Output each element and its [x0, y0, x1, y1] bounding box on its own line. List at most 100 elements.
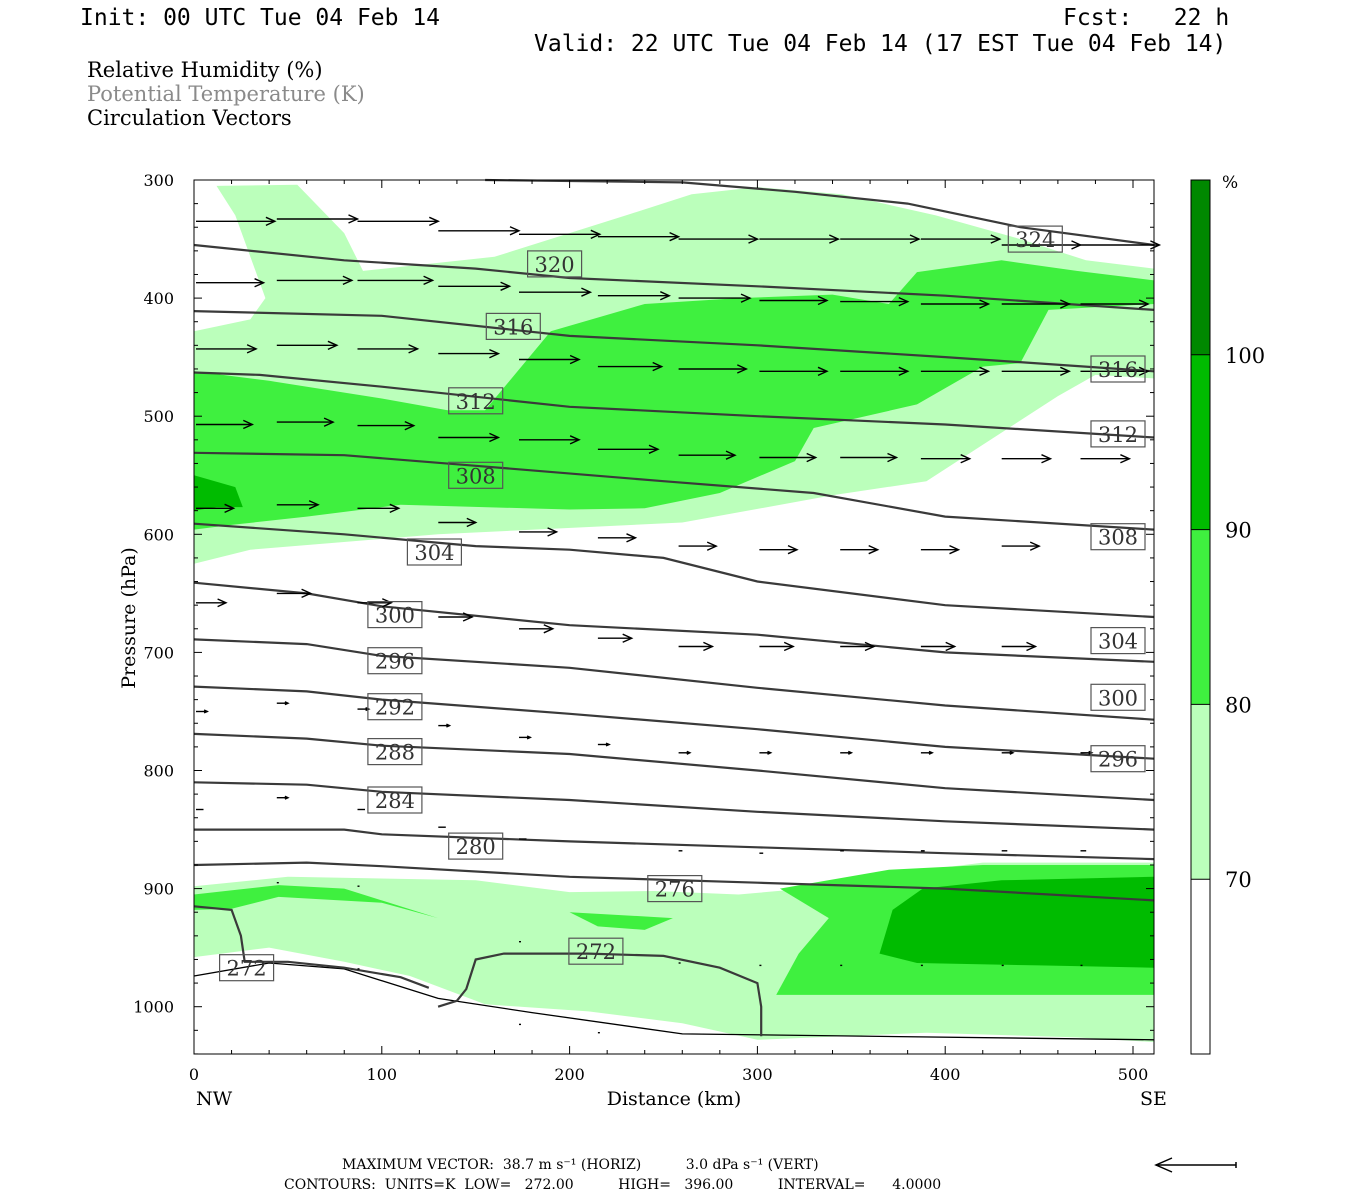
circulation-vector — [1080, 299, 1150, 309]
circulation-vector — [678, 293, 752, 303]
x-right-end-label: SE — [1140, 1088, 1167, 1110]
circulation-vector — [276, 275, 354, 286]
circulation-vector — [276, 340, 339, 351]
colorbar-segment — [1191, 354, 1210, 530]
x-tick-label: 500 — [1118, 1065, 1149, 1084]
colorbar-tick-label: 80 — [1225, 693, 1252, 717]
contour-label: 292 — [367, 693, 423, 721]
circulation-vector — [519, 735, 532, 740]
svg-text:312: 312 — [1098, 423, 1138, 447]
circulation-vector — [597, 361, 664, 372]
terrain-line — [193, 962, 1155, 1041]
circulation-vector — [196, 278, 266, 288]
circulation-vector — [438, 348, 501, 359]
contour-label: 304 — [1090, 626, 1146, 655]
x-axis-label: Distance (km) — [607, 1088, 742, 1110]
contour-label: 308 — [448, 461, 504, 489]
circulation-vector — [357, 503, 401, 514]
contour-label: 316 — [485, 312, 541, 340]
init-time: Init: 00 UTC Tue 04 Feb 14 — [80, 5, 441, 31]
circulation-vector — [1080, 750, 1094, 755]
circulation-vector — [920, 299, 991, 309]
vector-layer — [196, 214, 1162, 1034]
circulation-vector — [759, 750, 773, 755]
contour-label: 312 — [448, 387, 504, 415]
circulation-vector — [759, 234, 841, 244]
theta-contour-276 — [193, 861, 1155, 902]
circulation-vector — [840, 452, 899, 463]
svg-text:320: 320 — [535, 253, 575, 277]
colorbar: 70 80 90 100% — [1190, 173, 1265, 1055]
x-tick-label: 0 — [189, 1065, 199, 1084]
y-tick-label: 400 — [143, 289, 174, 308]
circulation-vector — [196, 216, 277, 227]
contour-label: 324 — [1007, 225, 1063, 253]
x-tick-label: 300 — [742, 1065, 773, 1084]
colorbar-tick-label: 90 — [1225, 519, 1252, 543]
theta-contour-280 — [194, 828, 1155, 861]
circulation-vector — [1080, 454, 1132, 464]
theta-contour-312 — [193, 371, 1155, 439]
svg-text:296: 296 — [1098, 748, 1138, 772]
svg-text:312: 312 — [456, 390, 496, 414]
svg-text:304: 304 — [414, 541, 454, 565]
circulation-vector — [276, 500, 320, 510]
circulation-vector — [357, 598, 394, 608]
circulation-vector — [920, 366, 991, 377]
circulation-vector — [1001, 541, 1041, 551]
circulation-vector — [1001, 641, 1038, 652]
circulation-vector — [840, 641, 876, 652]
contour-info-text: CONTOURS: UNITS=K LOW= 272.00 HIGH= 396.… — [284, 1177, 942, 1193]
circulation-vector — [276, 417, 335, 427]
legend-rh: Relative Humidity (%) — [87, 58, 323, 82]
circulation-vector — [920, 544, 961, 555]
svg-text:316: 316 — [493, 315, 533, 339]
rh-region-80 — [194, 885, 439, 919]
circulation-vector — [357, 216, 441, 227]
theta-contour-316 — [193, 310, 1155, 373]
contour-label: 312 — [1090, 420, 1146, 448]
circulation-vector — [1001, 366, 1072, 377]
circulation-vector — [519, 527, 559, 537]
colorbar-segment — [1191, 180, 1210, 355]
contour-label: 272 — [219, 954, 275, 982]
max-vector-text: MAXIMUM VECTOR: 38.7 m s⁻¹ (HORIZ) 3.0 d… — [342, 1157, 819, 1173]
contour-label: 272 — [568, 937, 624, 965]
circulation-vector — [597, 291, 672, 301]
circulation-vector — [1001, 750, 1015, 755]
svg-text:280: 280 — [456, 835, 496, 859]
circulation-vector — [840, 296, 910, 307]
circulation-vector — [276, 701, 290, 706]
colorbar-segment — [1191, 529, 1210, 705]
circulation-vector — [678, 750, 692, 755]
circulation-vector — [276, 588, 313, 599]
y-tick-label: 1000 — [133, 998, 174, 1017]
svg-text:288: 288 — [375, 741, 415, 765]
colorbar-segment — [1191, 704, 1210, 880]
y-tick-label: 800 — [143, 762, 174, 781]
circulation-vector — [1001, 299, 1072, 309]
circulation-vector — [438, 432, 501, 443]
circulation-vector — [840, 234, 921, 244]
colorbar-segment — [1191, 879, 1210, 1054]
colorbar-tick-label: 100 — [1225, 344, 1265, 368]
circulation-vector — [519, 435, 581, 445]
svg-text:304: 304 — [1098, 630, 1138, 654]
theta-contour-288 — [193, 732, 1155, 802]
theta-contour-layer — [193, 178, 1155, 1041]
rh-region-80 — [569, 912, 673, 930]
theta-contour-296 — [193, 638, 1155, 721]
forecast-hour: Fcst: 22 h — [1063, 5, 1230, 31]
axes-layer: 300 400 500 600 700 800 900 1000 0 100 200 300 400 50… — [133, 171, 1154, 1084]
svg-text:284: 284 — [375, 789, 415, 813]
y-tick-label: 300 — [143, 171, 174, 190]
circulation-vector — [519, 354, 581, 365]
theta-contour-292 — [193, 685, 1155, 760]
circulation-vector — [276, 795, 290, 800]
circulation-vector — [759, 452, 818, 463]
circulation-vector — [678, 541, 718, 551]
x-left-end-label: NW — [196, 1088, 233, 1110]
circulation-vector — [276, 214, 360, 224]
x-tick-label: 100 — [367, 1065, 398, 1084]
